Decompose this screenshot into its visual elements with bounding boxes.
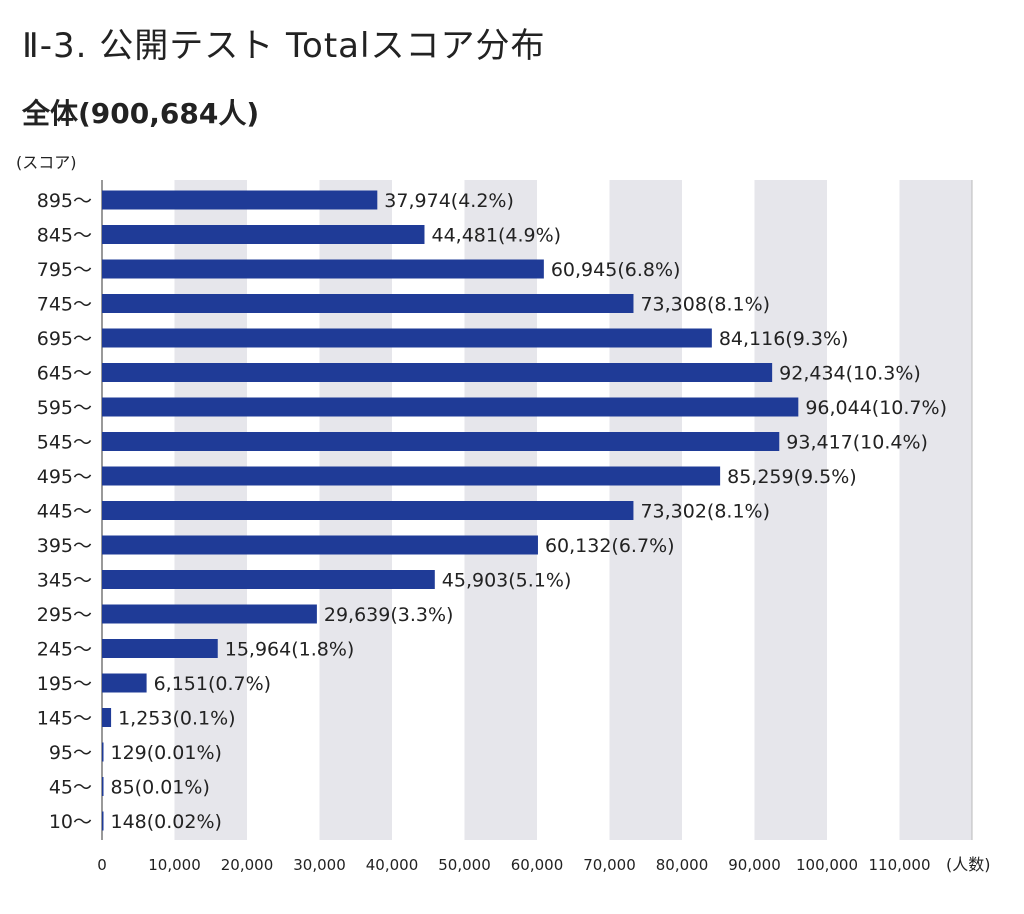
bar-data-label: 148(0.02%) — [111, 811, 222, 833]
bar — [102, 570, 435, 589]
page-title: Ⅱ-3. 公開テスト Totalスコア分布 — [22, 26, 546, 66]
bar — [102, 708, 112, 727]
category-label: 145〜 — [37, 708, 92, 730]
x-tick-label: 110,000 — [868, 856, 930, 874]
x-tick-label: 10,000 — [148, 856, 201, 874]
category-label: 795〜 — [37, 259, 92, 281]
bar — [102, 604, 317, 624]
background-band — [899, 180, 972, 840]
bar-data-label: 92,434(10.3%) — [779, 363, 921, 385]
x-tick-label: 80,000 — [656, 856, 709, 874]
bar — [102, 328, 712, 348]
bar-data-label: 96,044(10.7%) — [805, 397, 947, 419]
bar — [102, 294, 634, 313]
category-label: 845〜 — [37, 225, 92, 247]
bar — [102, 432, 780, 451]
category-label: 595〜 — [37, 397, 92, 419]
bar — [102, 742, 104, 762]
bar — [102, 535, 538, 555]
bar-data-label: 6,151(0.7%) — [154, 673, 272, 695]
bar-data-label: 93,417(10.4%) — [786, 432, 928, 454]
bar-data-label: 73,308(8.1%) — [640, 294, 770, 316]
category-label: 245〜 — [37, 639, 92, 661]
bar-data-label: 45,903(5.1%) — [442, 570, 572, 592]
category-label: 45〜 — [49, 777, 92, 799]
bar — [102, 811, 104, 831]
bar — [102, 397, 799, 417]
bar — [102, 673, 147, 693]
chart-subtitle: 全体(900,684人) — [22, 97, 260, 130]
bar-data-label: 29,639(3.3%) — [324, 604, 454, 626]
category-label: 345〜 — [37, 570, 92, 592]
bar — [102, 501, 634, 520]
bar-data-label: 85,259(9.5%) — [727, 466, 857, 488]
x-tick-label: 90,000 — [728, 856, 781, 874]
category-label: 645〜 — [37, 363, 92, 385]
category-label: 95〜 — [49, 742, 92, 764]
bar-data-label: 60,132(6.7%) — [545, 535, 675, 557]
category-label: 495〜 — [37, 466, 92, 488]
bar — [102, 259, 544, 279]
bar-data-label: 60,945(6.8%) — [551, 259, 681, 281]
category-label: 395〜 — [37, 535, 92, 557]
category-label: 10〜 — [49, 811, 92, 833]
bar-data-label: 85(0.01%) — [111, 777, 210, 799]
x-tick-label: 70,000 — [583, 856, 636, 874]
x-tick-label: 100,000 — [796, 856, 858, 874]
category-label: 545〜 — [37, 432, 92, 454]
bar — [102, 466, 721, 486]
category-label: 695〜 — [37, 328, 92, 350]
bar-data-label: 129(0.01%) — [111, 742, 222, 764]
category-label: 745〜 — [37, 294, 92, 316]
bar — [102, 777, 104, 796]
bar-data-label: 1,253(0.1%) — [118, 708, 236, 730]
bar — [102, 225, 425, 244]
background-band — [754, 180, 827, 840]
x-tick-label: 20,000 — [221, 856, 274, 874]
x-tick-label: 60,000 — [511, 856, 564, 874]
y-axis-label: (スコア) — [16, 153, 77, 172]
bar-data-label: 73,302(8.1%) — [640, 501, 770, 523]
category-label: 195〜 — [37, 673, 92, 695]
bar-data-label: 15,964(1.8%) — [225, 639, 355, 661]
category-label: 445〜 — [37, 501, 92, 523]
x-tick-label: 40,000 — [366, 856, 419, 874]
x-tick-label: 30,000 — [293, 856, 346, 874]
bar — [102, 190, 378, 210]
category-label: 895〜 — [37, 190, 92, 212]
bar — [102, 639, 218, 658]
bar-data-label: 44,481(4.9%) — [431, 225, 561, 247]
category-label: 295〜 — [37, 604, 92, 626]
bar-data-label: 84,116(9.3%) — [719, 328, 849, 350]
x-axis-label: (人数) — [946, 855, 991, 874]
x-tick-label: 50,000 — [438, 856, 491, 874]
x-tick-label: 0 — [97, 856, 107, 874]
bar-data-label: 37,974(4.2%) — [384, 190, 514, 212]
bar — [102, 363, 773, 382]
